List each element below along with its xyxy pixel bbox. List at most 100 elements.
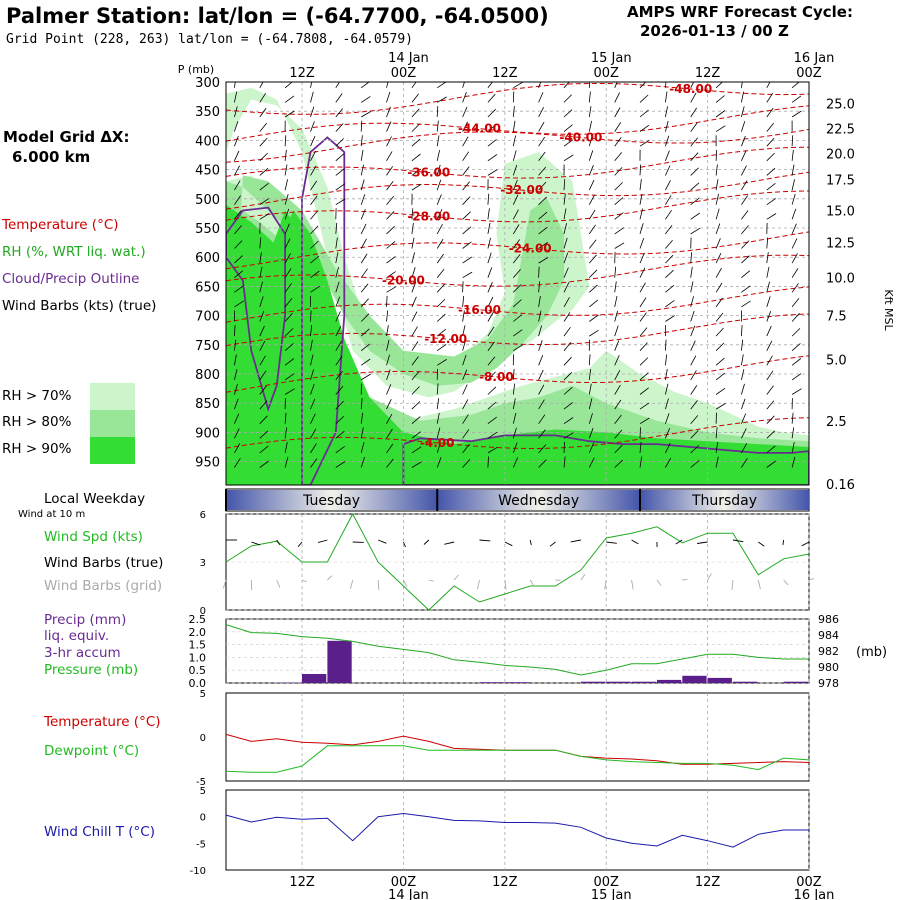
- bottom-date-label: 16 Jan: [794, 888, 835, 900]
- wind-barb: [538, 82, 542, 88]
- wind-barb: [512, 442, 518, 454]
- wind-barb: [715, 82, 723, 89]
- wind-barb: [538, 444, 547, 454]
- wind-barb: [259, 385, 267, 395]
- wind-barb: [284, 412, 287, 424]
- grid-wind-barb: [301, 579, 308, 583]
- wind-barb: [791, 442, 795, 453]
- bottom-time-label: 12Z: [492, 875, 518, 890]
- wind-barb: [690, 296, 694, 308]
- wind-barb: [715, 312, 724, 322]
- wind-barb: [614, 325, 619, 337]
- wind-barb: [614, 310, 618, 322]
- rh90-column: [268, 210, 319, 485]
- wind-barb: [259, 430, 269, 439]
- wind-barb: [360, 373, 371, 381]
- wind-barb: [259, 400, 268, 410]
- wind-barb: [386, 151, 393, 162]
- wind-barb: [665, 300, 675, 308]
- wind-barb: [791, 223, 797, 235]
- wind-barb: [538, 414, 546, 424]
- wind-barb: [259, 237, 262, 249]
- wind-barb: [360, 149, 364, 161]
- wind-barb: [690, 197, 700, 206]
- wind-barb: [588, 165, 594, 176]
- height-tick-label: 12.5: [826, 237, 855, 252]
- isotherm-label: -32.00: [500, 183, 543, 197]
- wind-barb: [589, 329, 599, 337]
- wind-barb: [665, 368, 668, 380]
- wind-barb: [284, 442, 288, 453]
- wind-barb: [766, 82, 771, 88]
- surface-wind-barb: [317, 539, 328, 544]
- wind-barb: [791, 208, 797, 220]
- wind-barb: [310, 354, 314, 366]
- wind-barb: [335, 168, 345, 176]
- wind-barb: [791, 313, 800, 322]
- wind-barb: [614, 152, 623, 162]
- wind-barb: [411, 296, 417, 308]
- wind-barb: [715, 372, 726, 381]
- wind-barb: [639, 237, 645, 249]
- wind-barb: [741, 91, 744, 103]
- wind-barb: [741, 255, 750, 264]
- wind-barb: [259, 370, 267, 381]
- surface-wind-barb: [732, 539, 744, 543]
- wind-barb: [715, 441, 719, 453]
- wind-barb: [512, 135, 516, 147]
- wind-barb: [411, 183, 422, 191]
- wind-barb: [335, 281, 340, 293]
- wind-barb: [310, 180, 318, 191]
- wind-barb: [715, 179, 719, 191]
- grid-wind-barb: [276, 579, 281, 588]
- top-date-label: 15 Jan: [591, 51, 632, 66]
- isotherm-line: [226, 417, 809, 449]
- wind-barb: [563, 124, 573, 132]
- grid-wind-barb: [707, 573, 712, 581]
- surface-wind-barb: [251, 541, 261, 546]
- wind-barb: [741, 325, 743, 337]
- wind-barb: [411, 108, 420, 118]
- wind-barb: [335, 183, 346, 191]
- wind-barb: [234, 383, 238, 395]
- wind-barb: [462, 414, 469, 424]
- wind-barb: [386, 181, 394, 191]
- isotherm-label: -16.00: [458, 303, 501, 317]
- wind-barb: [436, 209, 443, 220]
- height-tick-label: 7.5: [826, 310, 847, 325]
- wind-barb: [512, 368, 515, 380]
- wind-barb: [512, 457, 519, 468]
- wind-barb: [614, 197, 624, 206]
- wind-barb: [310, 136, 316, 147]
- wind-barb: [284, 223, 290, 235]
- wind-barb: [411, 386, 420, 395]
- precip-tick-label: 2.0: [189, 626, 207, 639]
- wind-barb: [690, 400, 698, 410]
- wind-barb: [386, 413, 393, 424]
- wind-barb: [462, 82, 465, 88]
- wind-barb: [284, 373, 295, 381]
- isotherm-label: -4.00: [420, 436, 455, 450]
- wind-barb: [791, 253, 798, 264]
- wind-barb: [715, 238, 721, 249]
- wind-barb: [335, 123, 344, 132]
- wind-barb: [335, 266, 339, 278]
- wind-barb: [259, 325, 265, 337]
- wind-barb: [411, 138, 421, 147]
- wind-barb: [766, 152, 775, 162]
- wind-barb: [741, 300, 751, 308]
- wind-barb: [690, 445, 700, 454]
- precip-bar: [682, 675, 707, 683]
- surface-wind-barb: [479, 539, 491, 542]
- top-time-label: 00Z: [796, 66, 822, 81]
- wind-barb: [436, 398, 440, 410]
- grid-wind-barb: [682, 578, 688, 581]
- wind-barb: [589, 314, 599, 322]
- surface-wind-barb: [549, 541, 556, 547]
- wind-barb: [335, 138, 344, 147]
- wind-height-label: Wind at 10 m: [18, 509, 86, 520]
- wind-barb: [614, 414, 622, 424]
- surface-wind-barb: [758, 541, 765, 547]
- wind-barb: [715, 253, 722, 264]
- pressure-tick-label: 650: [195, 280, 220, 295]
